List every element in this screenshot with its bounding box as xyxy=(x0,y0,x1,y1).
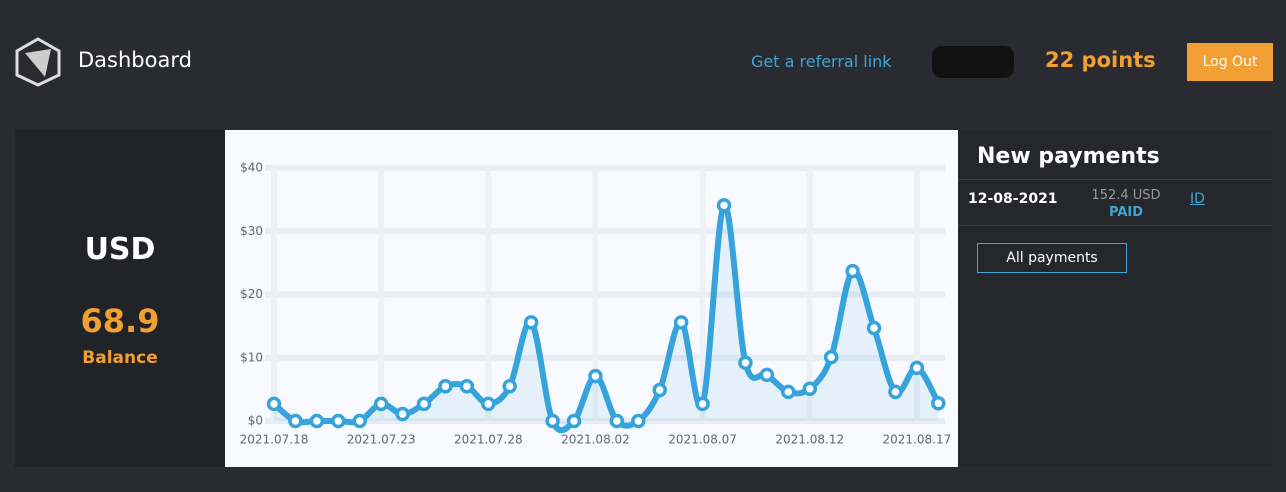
point xyxy=(588,368,603,384)
redacted-user xyxy=(932,46,1014,78)
point xyxy=(481,396,496,412)
area xyxy=(274,205,939,431)
all-payments-button[interactable]: All payments xyxy=(977,243,1127,273)
point xyxy=(331,413,346,429)
point xyxy=(802,381,817,396)
x-tick-label: 2021.08.02 xyxy=(561,433,630,447)
y-tick-label: $20 xyxy=(240,287,263,301)
point xyxy=(866,320,882,336)
point xyxy=(888,384,903,400)
point xyxy=(545,413,560,429)
payment-id[interactable]: ID xyxy=(1190,191,1205,207)
payment-date: 12-08-2021 xyxy=(968,191,1058,207)
logo xyxy=(15,37,61,87)
point xyxy=(438,378,453,394)
chart: $0 $10 $20 $30 $40 2021.07.18 2021.07.23 2021.0… xyxy=(225,130,958,467)
point xyxy=(459,378,475,394)
balance-label: Balance xyxy=(82,348,158,368)
point xyxy=(909,360,925,376)
line xyxy=(272,202,941,434)
points: 22 points xyxy=(1045,48,1156,72)
x-tick-label: 2021.08.12 xyxy=(775,433,844,447)
point xyxy=(416,396,432,412)
point xyxy=(566,413,582,429)
point xyxy=(395,406,410,422)
referral-link[interactable]: Get a referral link xyxy=(751,52,892,71)
x-tick-label: 2021.07.18 xyxy=(240,433,309,447)
point xyxy=(823,349,839,365)
point xyxy=(845,263,860,279)
point xyxy=(652,382,667,398)
balance-panel: USD 68.9 Balance xyxy=(15,130,225,467)
payments-title: New payments xyxy=(977,144,1160,169)
payment-row: 12-08-2021 152.4 USD PAID ID xyxy=(958,179,1272,226)
point xyxy=(759,367,775,383)
x-tick-label: 2021.08.17 xyxy=(883,433,952,447)
point xyxy=(309,413,325,429)
point xyxy=(352,413,367,429)
point xyxy=(266,396,282,412)
payment-status: PAID xyxy=(1108,205,1144,220)
point xyxy=(631,413,646,429)
y-tick-label: $30 xyxy=(240,224,263,238)
point xyxy=(931,396,946,411)
point xyxy=(673,315,689,330)
y-tick-label: $10 xyxy=(240,350,263,364)
payment-amount: 152.4 USD xyxy=(1091,188,1161,203)
x-tick-label: 2021.07.28 xyxy=(454,433,523,447)
point xyxy=(738,355,753,371)
x-tick-label: 2021.08.07 xyxy=(668,433,737,447)
point xyxy=(781,384,796,400)
point xyxy=(502,378,517,394)
app-title: Dashboard xyxy=(78,48,192,72)
point xyxy=(288,413,303,429)
point xyxy=(695,396,710,412)
payments-panel: New payments 12-08-2021 152.4 USD PAID I… xyxy=(958,130,1272,467)
currency: USD xyxy=(84,232,156,267)
balance-amount: 68.9 xyxy=(80,302,160,340)
logout-button[interactable]: Log Out xyxy=(1187,43,1273,81)
y-tick-label: $0 xyxy=(248,414,263,428)
y-tick-label: $40 xyxy=(240,161,263,175)
point xyxy=(523,315,539,330)
point xyxy=(716,198,732,213)
point xyxy=(609,413,625,429)
point xyxy=(373,396,389,412)
x-tick-label: 2021.07.23 xyxy=(347,433,416,447)
